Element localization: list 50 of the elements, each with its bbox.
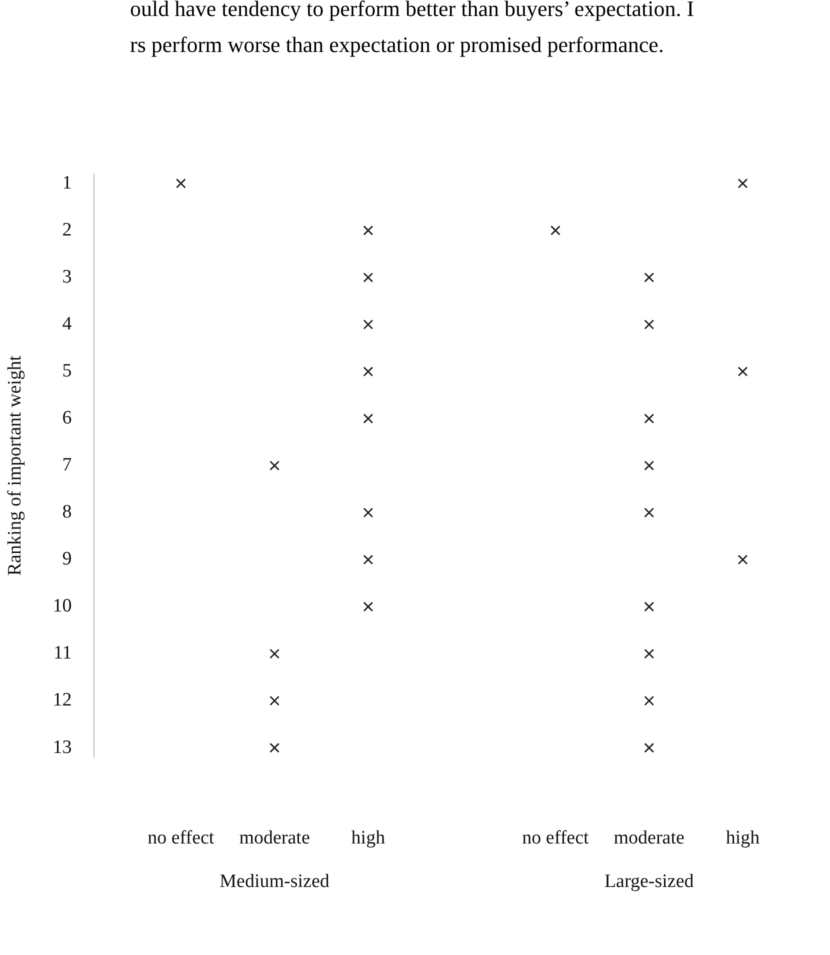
- point: [363, 602, 374, 612]
- point: [270, 696, 280, 706]
- point: [176, 178, 186, 188]
- point: [363, 225, 374, 236]
- y-tick-label: 4: [62, 313, 72, 334]
- x-tick-label: high: [351, 828, 386, 849]
- point: [363, 554, 374, 565]
- y-tick-label: 2: [62, 219, 72, 240]
- point: [644, 272, 654, 282]
- y-tick-label: 8: [62, 502, 72, 523]
- y-tick-label: 5: [62, 360, 72, 382]
- y-axis-title: Ranking of important weight: [4, 354, 26, 576]
- point: [738, 178, 748, 188]
- y-tick-label: 13: [52, 736, 72, 758]
- point: [270, 742, 280, 753]
- x-tick-label: moderate: [614, 828, 684, 849]
- text: Large-sized: [604, 871, 694, 892]
- y-tick-label: 6: [62, 408, 72, 429]
- point: [363, 320, 374, 330]
- x-tick-label: no effect: [522, 828, 590, 849]
- y-tick-label: 3: [62, 266, 72, 288]
- point: [644, 696, 654, 706]
- x-tick-label: moderate: [239, 828, 310, 849]
- point: [363, 272, 374, 282]
- point: [644, 508, 654, 518]
- point: [550, 225, 560, 236]
- y-tick-label: 9: [62, 548, 72, 570]
- point: [363, 366, 374, 377]
- point: [363, 414, 374, 424]
- point: [644, 320, 654, 330]
- point: [363, 508, 374, 518]
- x-tick-label: no effect: [148, 828, 215, 849]
- y-tick-label: 12: [52, 690, 72, 711]
- text: Medium-sized: [220, 871, 330, 892]
- y-tick-label: 7: [62, 454, 72, 476]
- x-tick-label: high: [726, 828, 760, 849]
- point: [270, 648, 280, 659]
- point: [644, 742, 654, 753]
- text: ould have tendency to perform better than buyers’ expectation. I: [130, 0, 694, 22]
- y-tick-label: 11: [54, 642, 72, 664]
- point: [644, 648, 654, 659]
- y-tick-label: 1: [62, 172, 72, 194]
- point: [738, 554, 748, 565]
- point: [644, 414, 654, 424]
- y-tick-label: 10: [52, 596, 72, 617]
- point: [270, 460, 280, 471]
- point: [738, 366, 748, 377]
- point: [644, 602, 654, 612]
- text: rs perform worse than expectation or promised performance.: [130, 32, 664, 58]
- point: [644, 460, 654, 471]
